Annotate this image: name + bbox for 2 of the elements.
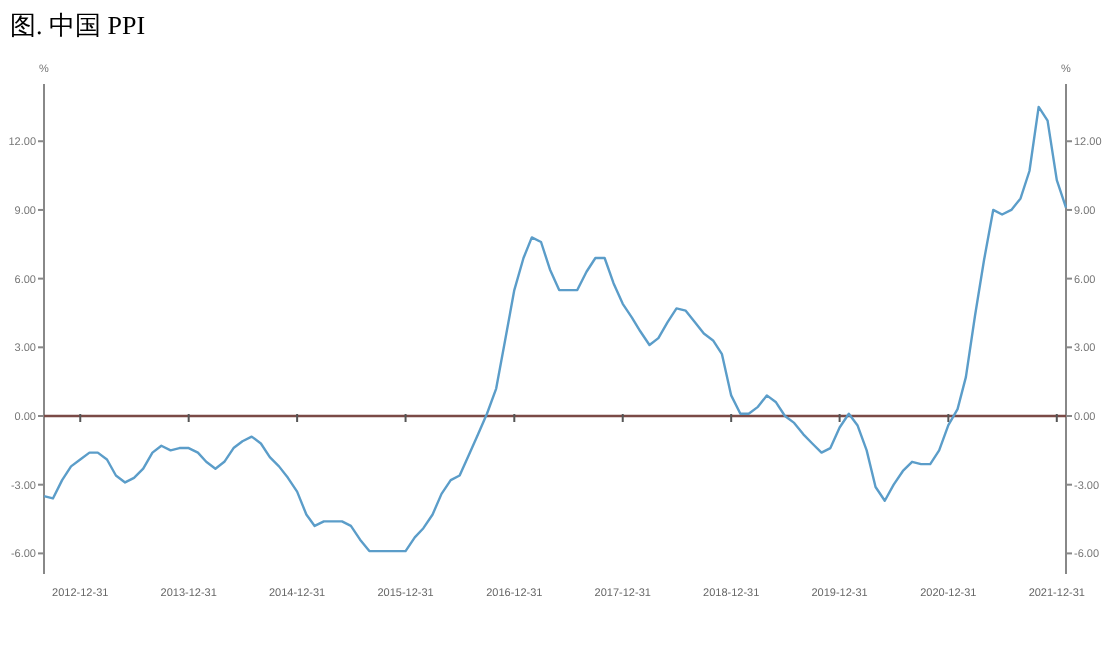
chart-title: 图. 中国 PPI xyxy=(10,10,146,40)
line-series xyxy=(42,105,1068,553)
